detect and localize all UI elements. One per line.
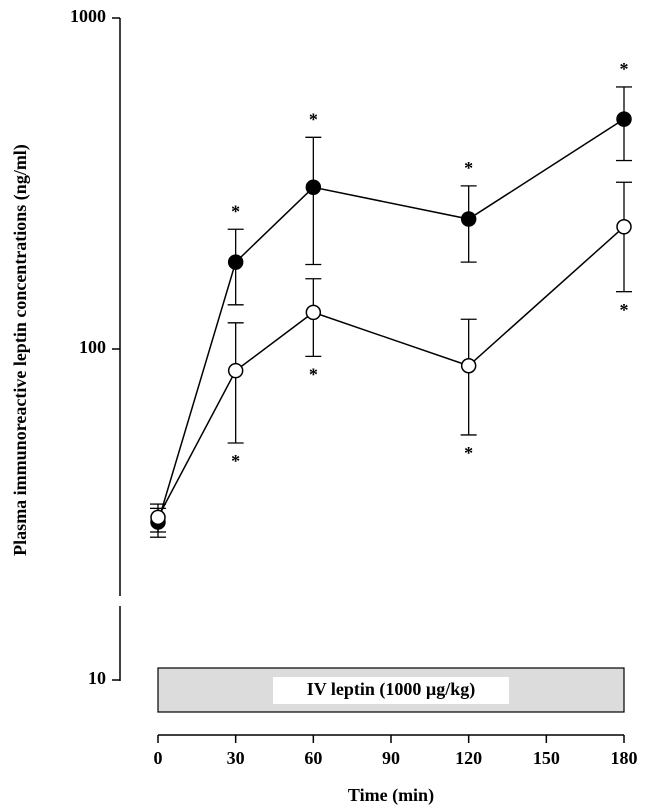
- treatment-label-bg: [273, 677, 509, 704]
- y-tick-label: 100: [79, 337, 106, 357]
- data-point: [460, 211, 477, 227]
- x-axis-label: Time (min): [348, 785, 434, 806]
- x-tick-label: 180: [611, 748, 638, 768]
- treatment-label: IV leptin (1000 µg/kg): [307, 679, 476, 700]
- x-tick-label: 90: [382, 748, 400, 768]
- significance-mark: *: [464, 443, 473, 463]
- x-tick-label: 150: [533, 748, 560, 768]
- x-tick-label: 120: [455, 748, 482, 768]
- data-point: [460, 358, 477, 374]
- x-tick-label: 0: [154, 748, 163, 768]
- significance-mark: *: [464, 158, 473, 178]
- y-axis-label: Plasma immunoreactive leptin concentrati…: [10, 144, 31, 556]
- x-tick-label: 60: [304, 748, 322, 768]
- data-point: [305, 304, 322, 321]
- series-line: [157, 118, 625, 523]
- y-tick-label: 1000: [70, 6, 106, 26]
- significance-mark: *: [620, 300, 629, 320]
- significance-mark: *: [231, 201, 240, 221]
- significance-mark: *: [309, 364, 318, 384]
- data-point: [227, 362, 244, 379]
- significance-mark: *: [309, 109, 318, 129]
- significance-mark: *: [231, 451, 240, 471]
- data-point: [616, 111, 632, 127]
- significance-mark: *: [620, 59, 629, 79]
- data-point: [150, 509, 166, 526]
- data-point: [305, 179, 322, 196]
- data-point: [616, 219, 632, 235]
- y-tick-label: 10: [88, 668, 106, 688]
- data-point: [227, 254, 244, 270]
- series-line: [157, 226, 625, 518]
- x-tick-label: 30: [227, 748, 245, 768]
